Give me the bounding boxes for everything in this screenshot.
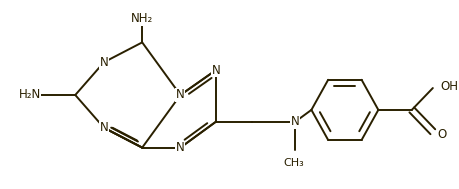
Text: O: O (437, 128, 447, 141)
Text: N: N (100, 56, 108, 69)
Text: N: N (176, 141, 185, 154)
Text: CH₃: CH₃ (283, 158, 303, 167)
Text: H₂N: H₂N (19, 88, 41, 101)
Text: OH: OH (441, 80, 459, 93)
Text: N: N (100, 121, 108, 134)
Text: NH₂: NH₂ (131, 12, 153, 25)
Text: N: N (212, 64, 220, 77)
Text: N: N (176, 88, 185, 101)
Text: N: N (291, 115, 300, 128)
